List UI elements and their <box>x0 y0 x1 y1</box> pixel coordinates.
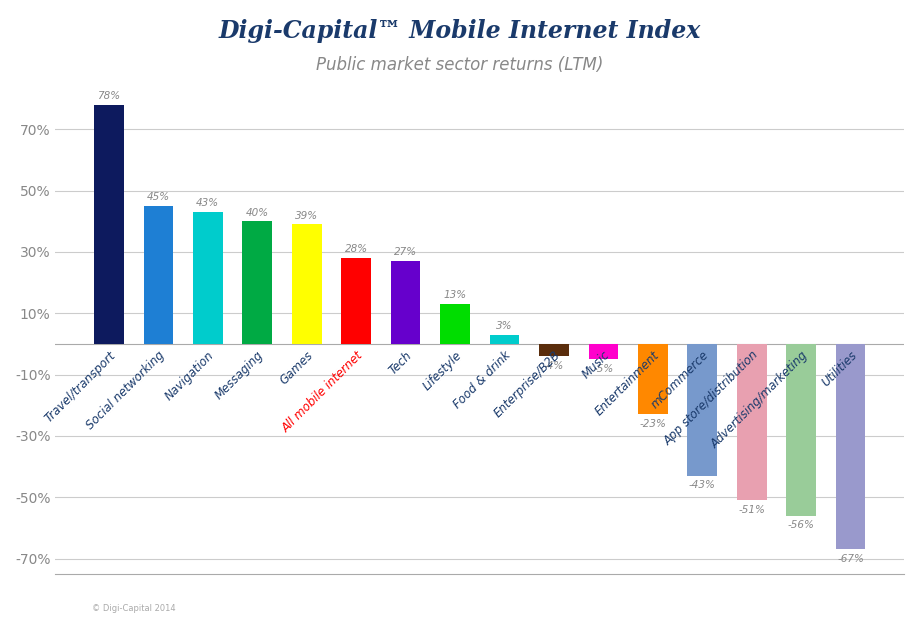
Text: Social networking: Social networking <box>85 348 167 432</box>
Text: Entertainment: Entertainment <box>593 348 662 418</box>
Text: Food & drink: Food & drink <box>451 348 514 411</box>
Text: App store/distribution: App store/distribution <box>661 348 761 448</box>
Bar <box>787 344 816 516</box>
Text: 27%: 27% <box>394 247 417 257</box>
Text: Public market sector returns (LTM): Public market sector returns (LTM) <box>316 56 603 74</box>
Text: Navigation: Navigation <box>163 348 217 403</box>
Text: 28%: 28% <box>345 244 368 254</box>
Bar <box>341 258 371 344</box>
Bar <box>391 261 420 344</box>
Text: Digi-Capital™ Mobile Internet Index: Digi-Capital™ Mobile Internet Index <box>219 19 700 43</box>
Bar <box>243 221 272 344</box>
Text: Music: Music <box>580 348 613 381</box>
Text: 39%: 39% <box>295 211 318 221</box>
Text: -67%: -67% <box>837 554 864 564</box>
Text: -51%: -51% <box>738 505 766 515</box>
Bar <box>292 224 322 344</box>
Bar <box>737 344 766 500</box>
Text: -56%: -56% <box>788 520 814 530</box>
Text: Travel/transport: Travel/transport <box>42 348 118 425</box>
Text: 13%: 13% <box>444 290 467 300</box>
Bar <box>94 105 124 344</box>
Text: -5%: -5% <box>594 364 614 374</box>
Text: -23%: -23% <box>640 419 666 429</box>
Text: Tech: Tech <box>387 348 414 377</box>
Bar <box>143 206 173 344</box>
Text: Lifestyle: Lifestyle <box>420 348 464 392</box>
Text: 43%: 43% <box>197 198 220 208</box>
Text: -4%: -4% <box>544 361 564 371</box>
Bar <box>440 304 470 344</box>
Text: Messaging: Messaging <box>213 348 267 402</box>
Text: © Digi-Capital 2014: © Digi-Capital 2014 <box>92 603 176 613</box>
Bar <box>588 344 618 359</box>
Text: Advertising/marketing: Advertising/marketing <box>709 348 811 451</box>
Text: 78%: 78% <box>97 91 120 101</box>
Text: All mobile internet: All mobile internet <box>279 348 366 435</box>
Bar <box>835 344 866 549</box>
Bar <box>638 344 667 415</box>
Text: Utilities: Utilities <box>820 348 860 389</box>
Text: -43%: -43% <box>689 480 716 490</box>
Bar <box>539 344 569 356</box>
Bar <box>193 212 222 344</box>
Text: 3%: 3% <box>496 321 513 331</box>
Bar <box>490 335 519 344</box>
Text: 40%: 40% <box>245 208 268 218</box>
Text: Games: Games <box>278 348 316 387</box>
Text: mCommerce: mCommerce <box>649 348 711 412</box>
Text: Enterprise/B2B: Enterprise/B2B <box>492 348 563 420</box>
Text: 45%: 45% <box>147 192 170 202</box>
Bar <box>687 344 717 476</box>
